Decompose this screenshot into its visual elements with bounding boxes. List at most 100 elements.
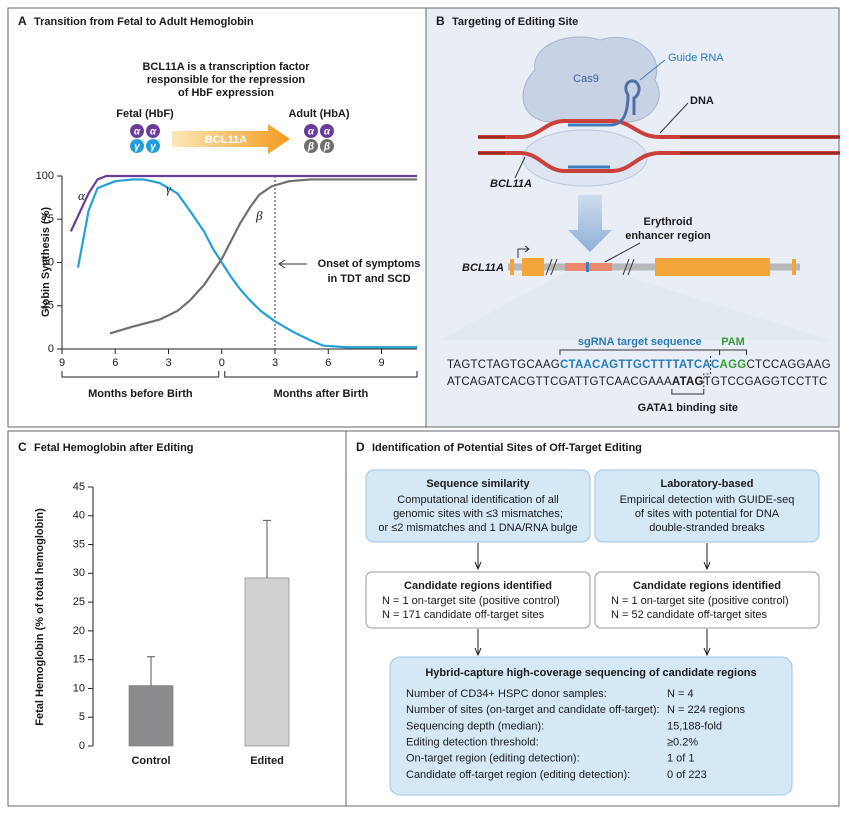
bracket — [671, 389, 705, 395]
panel-title: Fetal Hemoglobin after Editing — [34, 442, 194, 454]
group-bracket — [61, 371, 220, 378]
panel-label: A — [18, 14, 27, 28]
approach-text: or ≤2 mismatches and 1 DNA/RNA bulge — [378, 522, 577, 534]
cas9 — [522, 36, 660, 123]
row-label: Sequencing depth (median): — [406, 720, 544, 732]
series-label: γ — [166, 181, 172, 196]
candidate-text: N = 1 on-target site (positive control) — [611, 595, 789, 607]
cas9-label: Cas9 — [573, 73, 599, 85]
bcl11a-arrow — [172, 124, 290, 154]
arrow — [703, 629, 711, 657]
panel-label: C — [18, 440, 27, 454]
y-tick-label: 50 — [42, 256, 54, 268]
candidate-title: Candidate regions identified — [404, 580, 552, 592]
row-label: Number of sites (on-target and candidate… — [406, 704, 660, 716]
approach-text: Computational identification of all — [397, 494, 558, 506]
sequencing-title: Hybrid-capture high-coverage sequencing … — [425, 667, 756, 679]
x-tick-label: 3 — [165, 357, 171, 369]
y-tick-label: 30 — [73, 567, 85, 579]
globin-label: α — [324, 127, 331, 138]
cas9-lower — [522, 129, 648, 187]
globin-label: γ — [134, 142, 141, 153]
panel-title: Identification of Potential Sites of Off… — [372, 442, 642, 454]
guide-rna-label: Guide RNA — [668, 52, 724, 64]
gene-label: BCL11A — [462, 262, 504, 274]
break — [545, 258, 635, 276]
y-tick-label: 0 — [48, 343, 54, 355]
x-tick-label: Edited — [250, 755, 284, 767]
caption: BCL11A is a transcription factor — [142, 61, 310, 73]
row-value: N = 224 regions — [667, 704, 745, 716]
y-tick-label: 10 — [73, 682, 85, 694]
exon — [792, 259, 796, 275]
bar — [128, 685, 174, 747]
approach-title: Laboratory-based — [661, 478, 754, 490]
y-tick-label: 20 — [73, 625, 85, 637]
group-bracket — [224, 371, 418, 378]
onset-arrow — [278, 259, 307, 269]
panel-frame — [7, 430, 347, 807]
enhancer-label: enhancer region — [625, 230, 711, 242]
panel-a: A Transition from Fetal to Adult Hemoglo… — [18, 14, 350, 317]
arrow-label: BCL11A — [205, 134, 247, 146]
promoter — [517, 245, 530, 258]
bar — [244, 577, 290, 747]
x-tick-label: Control — [131, 755, 170, 767]
panel-label: B — [436, 14, 445, 28]
cut-line — [703, 356, 712, 390]
dna-edge — [478, 136, 840, 154]
pam-label: PAM — [721, 336, 745, 348]
x-tick-label: 9 — [378, 357, 384, 369]
series-label: β — [255, 208, 263, 223]
onset-label: Onset of symptoms — [318, 258, 421, 270]
leader — [514, 156, 526, 179]
sequence: CTAACAGTTGCTTTTATCAC — [560, 359, 720, 371]
row-label: Editing detection threshold: — [406, 737, 539, 749]
arrow — [474, 543, 482, 571]
caption: of HbF expression — [178, 87, 274, 99]
exon — [655, 258, 770, 276]
gata1-label: GATA1 binding site — [638, 402, 738, 414]
adult-label: Adult (HbA) — [288, 108, 349, 120]
row-value: ≥0.2% — [667, 737, 698, 749]
sequence: ATCAGATCACGTTCGATTGTCAACGAAA — [447, 376, 672, 388]
x-tick-label: 3 — [272, 357, 278, 369]
globin-label: α — [308, 127, 315, 138]
globin — [304, 124, 318, 138]
sequence: CTCCAGGAAG — [747, 359, 831, 371]
sequencing-box — [389, 656, 793, 796]
fetal-label: Fetal (HbF) — [116, 108, 174, 120]
row-label: Number of CD34+ HSPC donor samples: — [406, 688, 607, 700]
group-label: Months before Birth — [88, 388, 193, 400]
leader — [659, 102, 689, 134]
sgrna-label: sgRNA target sequence — [578, 336, 702, 348]
target — [586, 262, 589, 272]
series-line — [76, 178, 417, 349]
error-bar — [263, 519, 271, 578]
row-label: On-target region (editing detection): — [406, 753, 580, 765]
exon — [510, 259, 514, 275]
y-tick-label: 100 — [36, 170, 54, 182]
globin — [304, 139, 318, 153]
globin — [320, 124, 334, 138]
sequence: AGG — [720, 359, 747, 371]
globin-label: β — [323, 142, 330, 153]
leader — [604, 242, 641, 263]
globin-label: γ — [150, 142, 157, 153]
approach-title: Sequence similarity — [426, 478, 530, 490]
y-axis-label: Fetal Hemoglobin (% of total hemoglobin) — [34, 508, 46, 726]
dna-strand — [478, 151, 840, 173]
y-tick-label: 75 — [42, 213, 54, 225]
exon — [522, 258, 544, 276]
y-tick-label: 25 — [42, 300, 54, 312]
globin — [146, 139, 160, 153]
globin-label: α — [150, 127, 157, 138]
globin — [146, 124, 160, 138]
approach-text: Empirical detection with GUIDE-seq — [620, 494, 795, 506]
y-tick-label: 35 — [73, 538, 85, 550]
arrow — [474, 629, 482, 657]
bracket — [719, 349, 747, 355]
x-tick-label: 0 — [219, 357, 225, 369]
